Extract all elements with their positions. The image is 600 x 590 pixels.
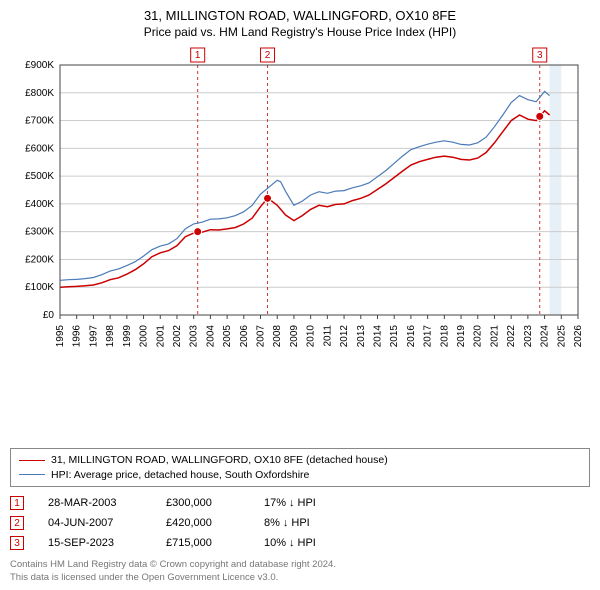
marker-date: 15-SEP-2023 [48, 537, 148, 549]
svg-text:2013: 2013 [356, 325, 367, 348]
chart-container: 31, MILLINGTON ROAD, WALLINGFORD, OX10 8… [0, 0, 600, 590]
chart-svg: £0 £100K £200K £300K £400K £500K £600K £700K £80… [10, 45, 590, 355]
svg-text:£600K: £600K [25, 143, 54, 154]
svg-text:2011: 2011 [322, 325, 333, 347]
legend-swatch [19, 474, 45, 475]
svg-text:2015: 2015 [389, 325, 400, 348]
legend-label: 31, MILLINGTON ROAD, WALLINGFORD, OX10 8… [51, 453, 388, 468]
chart-title: 31, MILLINGTON ROAD, WALLINGFORD, OX10 8… [10, 8, 590, 23]
svg-text:2010: 2010 [306, 325, 317, 348]
marker-date: 28-MAR-2003 [48, 497, 148, 509]
svg-text:2012: 2012 [339, 325, 350, 348]
marker-price: £715,000 [166, 537, 246, 549]
arrow-down-icon: ↓ [289, 497, 295, 509]
footer-line-2: This data is licensed under the Open Gov… [10, 572, 590, 584]
svg-text:1996: 1996 [72, 325, 83, 348]
svg-text:2017: 2017 [423, 325, 434, 348]
svg-text:2022: 2022 [506, 325, 517, 348]
svg-text:2014: 2014 [372, 325, 383, 348]
marker-price: £300,000 [166, 497, 246, 509]
footer-attribution: Contains HM Land Registry data © Crown c… [10, 559, 590, 584]
footer-line-1: Contains HM Land Registry data © Crown c… [10, 559, 590, 571]
svg-text:2008: 2008 [272, 325, 283, 348]
legend-item: HPI: Average price, detached house, Sout… [19, 468, 581, 483]
marker-row: 2 04-JUN-2007 £420,000 8%↓HPI [10, 513, 590, 533]
svg-text:£800K: £800K [25, 88, 54, 99]
svg-text:2006: 2006 [239, 325, 250, 348]
marker-number-badge: 3 [10, 536, 24, 550]
svg-text:£200K: £200K [25, 254, 54, 265]
svg-text:£400K: £400K [25, 199, 54, 210]
svg-text:1997: 1997 [88, 325, 99, 348]
marker-price: £420,000 [166, 517, 246, 529]
svg-text:2: 2 [265, 50, 271, 61]
marker-date: 04-JUN-2007 [48, 517, 148, 529]
svg-text:2021: 2021 [489, 325, 500, 348]
marker-number-badge: 1 [10, 496, 24, 510]
title-block: 31, MILLINGTON ROAD, WALLINGFORD, OX10 8… [10, 8, 590, 39]
marker-hpi-delta: 8%↓HPI [264, 517, 310, 529]
arrow-down-icon: ↓ [283, 517, 289, 529]
svg-text:2019: 2019 [456, 325, 467, 348]
marker-hpi-delta: 10%↓HPI [264, 537, 316, 549]
svg-text:£900K: £900K [25, 60, 54, 71]
svg-text:2023: 2023 [523, 325, 534, 348]
marker-row: 1 28-MAR-2003 £300,000 17%↓HPI [10, 493, 590, 513]
svg-text:2000: 2000 [139, 325, 150, 348]
chart-subtitle: Price paid vs. HM Land Registry's House … [10, 25, 590, 39]
legend-item: 31, MILLINGTON ROAD, WALLINGFORD, OX10 8… [19, 453, 581, 468]
marker-number-badge: 2 [10, 516, 24, 530]
svg-text:2018: 2018 [439, 325, 450, 348]
svg-text:2002: 2002 [172, 325, 183, 348]
svg-text:2026: 2026 [573, 325, 584, 348]
marker-row: 3 15-SEP-2023 £715,000 10%↓HPI [10, 533, 590, 553]
svg-text:1995: 1995 [55, 325, 66, 348]
svg-text:2004: 2004 [205, 325, 216, 348]
svg-text:2001: 2001 [155, 325, 166, 348]
legend-swatch [19, 460, 45, 461]
svg-text:2009: 2009 [289, 325, 300, 348]
svg-text:2005: 2005 [222, 325, 233, 348]
svg-text:£100K: £100K [25, 282, 54, 293]
legend-label: HPI: Average price, detached house, Sout… [51, 468, 309, 483]
chart-plot: £0 £100K £200K £300K £400K £500K £600K £700K £80… [10, 45, 590, 444]
svg-text:2003: 2003 [189, 325, 200, 348]
svg-text:£700K: £700K [25, 116, 54, 127]
svg-text:2020: 2020 [473, 325, 484, 348]
svg-text:1: 1 [195, 50, 201, 61]
arrow-down-icon: ↓ [289, 537, 295, 549]
svg-text:1999: 1999 [122, 325, 133, 348]
svg-text:2007: 2007 [256, 325, 267, 348]
markers-table: 1 28-MAR-2003 £300,000 17%↓HPI 2 04-JUN-2007 £… [10, 493, 590, 553]
svg-text:2025: 2025 [556, 325, 567, 348]
legend: 31, MILLINGTON ROAD, WALLINGFORD, OX10 8… [10, 448, 590, 487]
svg-text:1998: 1998 [105, 325, 116, 348]
svg-text:2024: 2024 [540, 325, 551, 348]
svg-text:2016: 2016 [406, 325, 417, 348]
svg-text:£300K: £300K [25, 227, 54, 238]
svg-text:3: 3 [537, 50, 543, 61]
svg-text:£500K: £500K [25, 171, 54, 182]
svg-text:£0: £0 [43, 310, 55, 321]
marker-hpi-delta: 17%↓HPI [264, 497, 316, 509]
